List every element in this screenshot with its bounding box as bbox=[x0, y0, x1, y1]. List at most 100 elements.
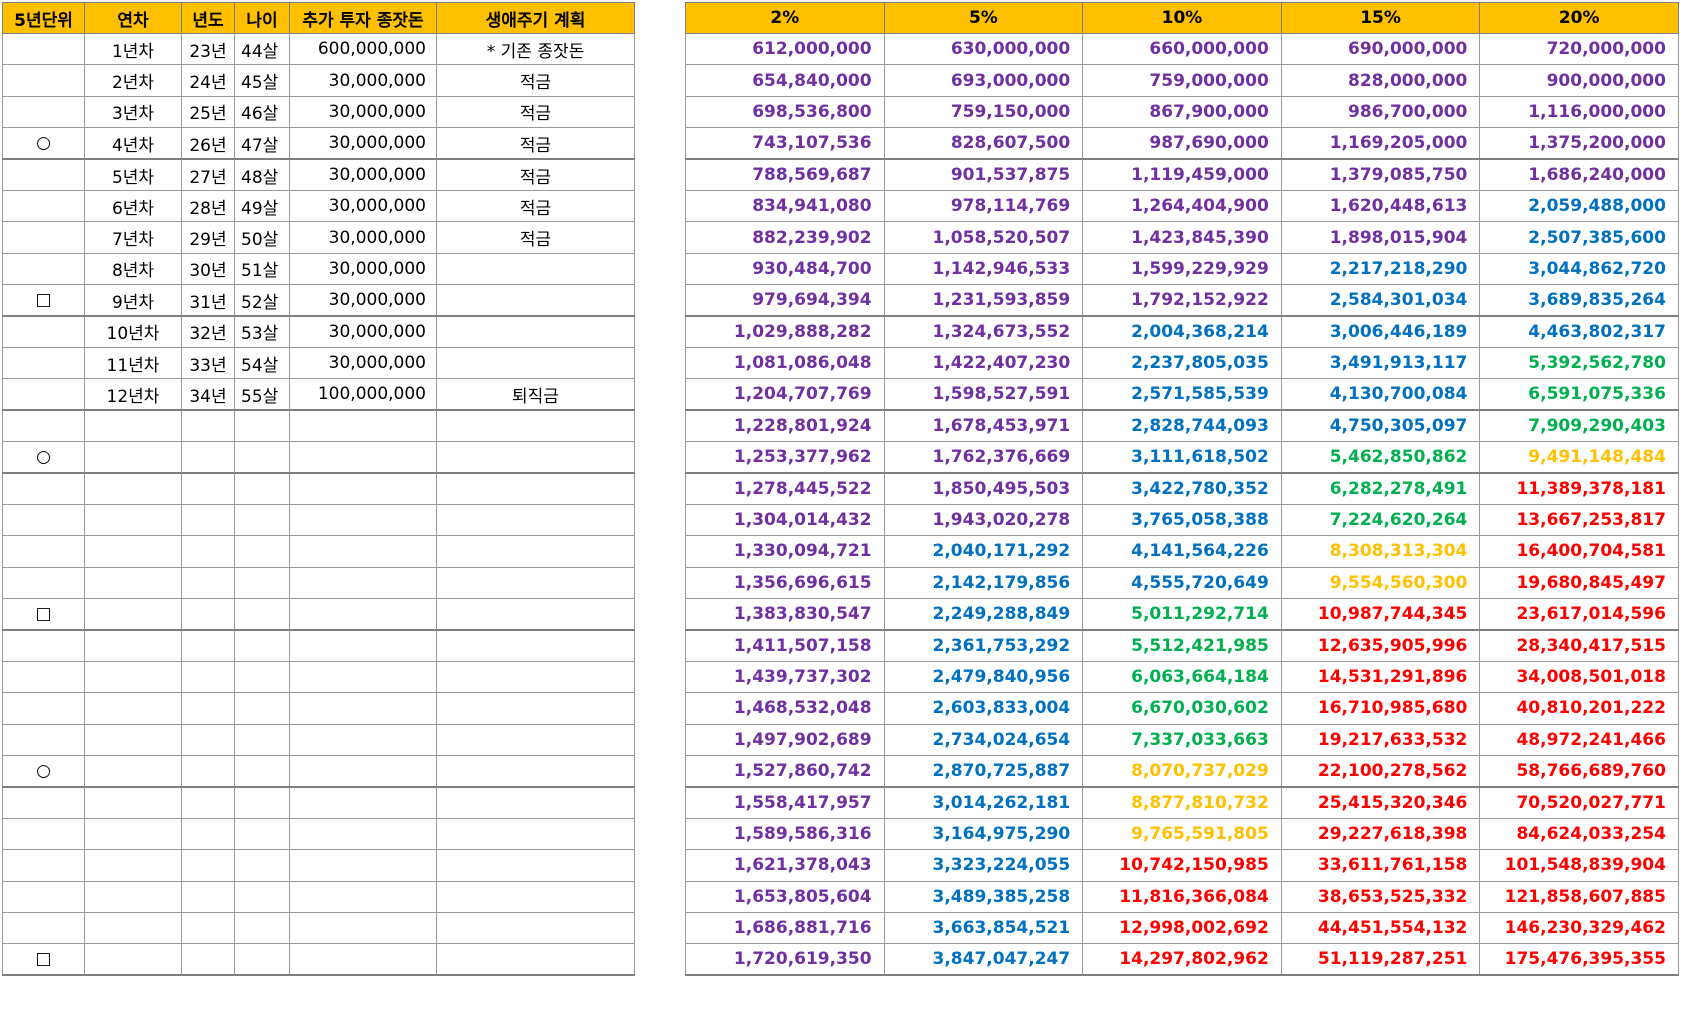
cell-investment[interactable] bbox=[289, 723, 437, 756]
cell-age[interactable] bbox=[234, 535, 290, 568]
cell-year[interactable]: 23년 bbox=[181, 32, 235, 66]
cell-5yr-mark[interactable] bbox=[2, 566, 85, 600]
cell-5yr-mark[interactable] bbox=[2, 409, 85, 443]
cell-value-rate-5[interactable]: 1,762,376,669 bbox=[883, 441, 1084, 474]
cell-value-rate-10[interactable]: 987,690,000 bbox=[1082, 127, 1282, 161]
cell-year-no[interactable] bbox=[84, 441, 182, 474]
cell-5yr-mark[interactable] bbox=[2, 472, 85, 505]
cell-value-rate-15[interactable]: 7,224,620,264 bbox=[1280, 503, 1481, 537]
cell-year[interactable] bbox=[181, 943, 235, 977]
cell-investment[interactable] bbox=[289, 472, 437, 505]
cell-value-rate-2[interactable]: 743,107,536 bbox=[685, 127, 885, 161]
cell-value-rate-15[interactable]: 986,700,000 bbox=[1280, 95, 1481, 129]
cell-age[interactable] bbox=[234, 880, 290, 913]
cell-value-rate-10[interactable]: 867,900,000 bbox=[1082, 95, 1282, 129]
cell-year-no[interactable] bbox=[84, 911, 182, 945]
cell-value-rate-20[interactable]: 720,000,000 bbox=[1479, 32, 1679, 66]
cell-value-rate-15[interactable]: 29,227,618,398 bbox=[1280, 817, 1481, 851]
cell-investment[interactable] bbox=[289, 535, 437, 568]
cell-5yr-mark[interactable] bbox=[2, 32, 85, 66]
cell-investment[interactable] bbox=[289, 441, 437, 474]
cell-year-no[interactable]: 9년차 bbox=[84, 284, 182, 318]
cell-5yr-mark[interactable] bbox=[2, 786, 85, 819]
cell-value-rate-15[interactable]: 25,415,320,346 bbox=[1280, 786, 1481, 819]
cell-value-rate-5[interactable]: 3,323,224,055 bbox=[883, 849, 1084, 882]
cell-value-rate-10[interactable]: 11,816,366,084 bbox=[1082, 880, 1282, 913]
cell-year[interactable]: 26년 bbox=[181, 127, 235, 161]
cell-year[interactable] bbox=[181, 817, 235, 851]
cell-value-rate-5[interactable]: 3,014,262,181 bbox=[883, 786, 1084, 819]
cell-age[interactable] bbox=[234, 943, 290, 977]
cell-year-no[interactable] bbox=[84, 629, 182, 662]
cell-investment[interactable]: 30,000,000 bbox=[289, 158, 437, 191]
cell-year-no[interactable] bbox=[84, 503, 182, 537]
cell-value-rate-15[interactable]: 1,379,085,750 bbox=[1280, 158, 1481, 191]
cell-value-rate-2[interactable]: 1,468,532,048 bbox=[685, 692, 885, 725]
cell-age[interactable]: 47살 bbox=[234, 127, 290, 161]
cell-value-rate-2[interactable]: 834,941,080 bbox=[685, 189, 885, 223]
header-lifecycle-plan[interactable]: 생애주기 계획 bbox=[436, 2, 635, 34]
cell-value-rate-2[interactable]: 1,558,417,957 bbox=[685, 786, 885, 819]
cell-value-rate-5[interactable]: 2,142,179,856 bbox=[883, 566, 1084, 600]
cell-year-no[interactable] bbox=[84, 598, 182, 631]
cell-value-rate-15[interactable]: 4,130,700,084 bbox=[1280, 378, 1481, 412]
cell-investment[interactable] bbox=[289, 660, 437, 694]
cell-value-rate-15[interactable]: 12,635,905,996 bbox=[1280, 629, 1481, 662]
cell-value-rate-10[interactable]: 759,000,000 bbox=[1082, 64, 1282, 97]
cell-value-rate-2[interactable]: 1,081,086,048 bbox=[685, 346, 885, 380]
cell-value-rate-5[interactable]: 1,422,407,230 bbox=[883, 346, 1084, 380]
cell-plan[interactable] bbox=[436, 503, 635, 537]
cell-year[interactable]: 32년 bbox=[181, 315, 235, 348]
cell-year[interactable] bbox=[181, 472, 235, 505]
cell-5yr-mark[interactable] bbox=[2, 346, 85, 380]
cell-5yr-mark[interactable]: □ bbox=[2, 284, 85, 318]
cell-value-rate-2[interactable]: 1,278,445,522 bbox=[685, 472, 885, 505]
cell-value-rate-5[interactable]: 978,114,769 bbox=[883, 189, 1084, 223]
cell-value-rate-20[interactable]: 3,689,835,264 bbox=[1479, 284, 1679, 318]
cell-value-rate-20[interactable]: 28,340,417,515 bbox=[1479, 629, 1679, 662]
cell-5yr-mark[interactable] bbox=[2, 911, 85, 945]
cell-value-rate-20[interactable]: 58,766,689,760 bbox=[1479, 754, 1679, 788]
cell-year-no[interactable] bbox=[84, 566, 182, 600]
cell-age[interactable]: 46살 bbox=[234, 95, 290, 129]
cell-value-rate-10[interactable]: 5,011,292,714 bbox=[1082, 598, 1282, 631]
header-rate-15[interactable]: 15% bbox=[1280, 2, 1481, 34]
cell-year-no[interactable] bbox=[84, 880, 182, 913]
cell-year[interactable]: 29년 bbox=[181, 221, 235, 254]
cell-value-rate-5[interactable]: 901,537,875 bbox=[883, 158, 1084, 191]
cell-investment[interactable] bbox=[289, 786, 437, 819]
cell-value-rate-5[interactable]: 3,164,975,290 bbox=[883, 817, 1084, 851]
cell-year-no[interactable] bbox=[84, 786, 182, 819]
header-additional-investment[interactable]: 추가 투자 종잣돈 bbox=[289, 2, 437, 34]
cell-year-no[interactable] bbox=[84, 660, 182, 694]
cell-investment[interactable] bbox=[289, 566, 437, 600]
cell-age[interactable]: 48살 bbox=[234, 158, 290, 191]
cell-value-rate-15[interactable]: 1,169,205,000 bbox=[1280, 127, 1481, 161]
cell-value-rate-2[interactable]: 979,694,394 bbox=[685, 284, 885, 318]
cell-plan[interactable]: 적금 bbox=[436, 127, 635, 161]
cell-age[interactable] bbox=[234, 849, 290, 882]
cell-plan[interactable] bbox=[436, 315, 635, 348]
cell-plan[interactable]: 적금 bbox=[436, 95, 635, 129]
cell-age[interactable]: 53살 bbox=[234, 315, 290, 348]
cell-value-rate-15[interactable]: 16,710,985,680 bbox=[1280, 692, 1481, 725]
cell-5yr-mark[interactable] bbox=[2, 535, 85, 568]
cell-investment[interactable]: 30,000,000 bbox=[289, 95, 437, 129]
cell-5yr-mark[interactable]: □ bbox=[2, 943, 85, 977]
cell-investment[interactable] bbox=[289, 880, 437, 913]
cell-plan[interactable] bbox=[436, 692, 635, 725]
cell-value-rate-5[interactable]: 2,249,288,849 bbox=[883, 598, 1084, 631]
cell-year-no[interactable]: 4년차 bbox=[84, 127, 182, 161]
cell-age[interactable]: 45살 bbox=[234, 64, 290, 97]
cell-value-rate-10[interactable]: 7,337,033,663 bbox=[1082, 723, 1282, 756]
cell-value-rate-10[interactable]: 5,512,421,985 bbox=[1082, 629, 1282, 662]
cell-investment[interactable] bbox=[289, 754, 437, 788]
cell-age[interactable] bbox=[234, 786, 290, 819]
cell-year[interactable] bbox=[181, 535, 235, 568]
cell-age[interactable] bbox=[234, 754, 290, 788]
cell-age[interactable]: 54살 bbox=[234, 346, 290, 380]
cell-year[interactable]: 34년 bbox=[181, 378, 235, 412]
cell-plan[interactable] bbox=[436, 472, 635, 505]
cell-value-rate-10[interactable]: 10,742,150,985 bbox=[1082, 849, 1282, 882]
cell-value-rate-5[interactable]: 2,870,725,887 bbox=[883, 754, 1084, 788]
